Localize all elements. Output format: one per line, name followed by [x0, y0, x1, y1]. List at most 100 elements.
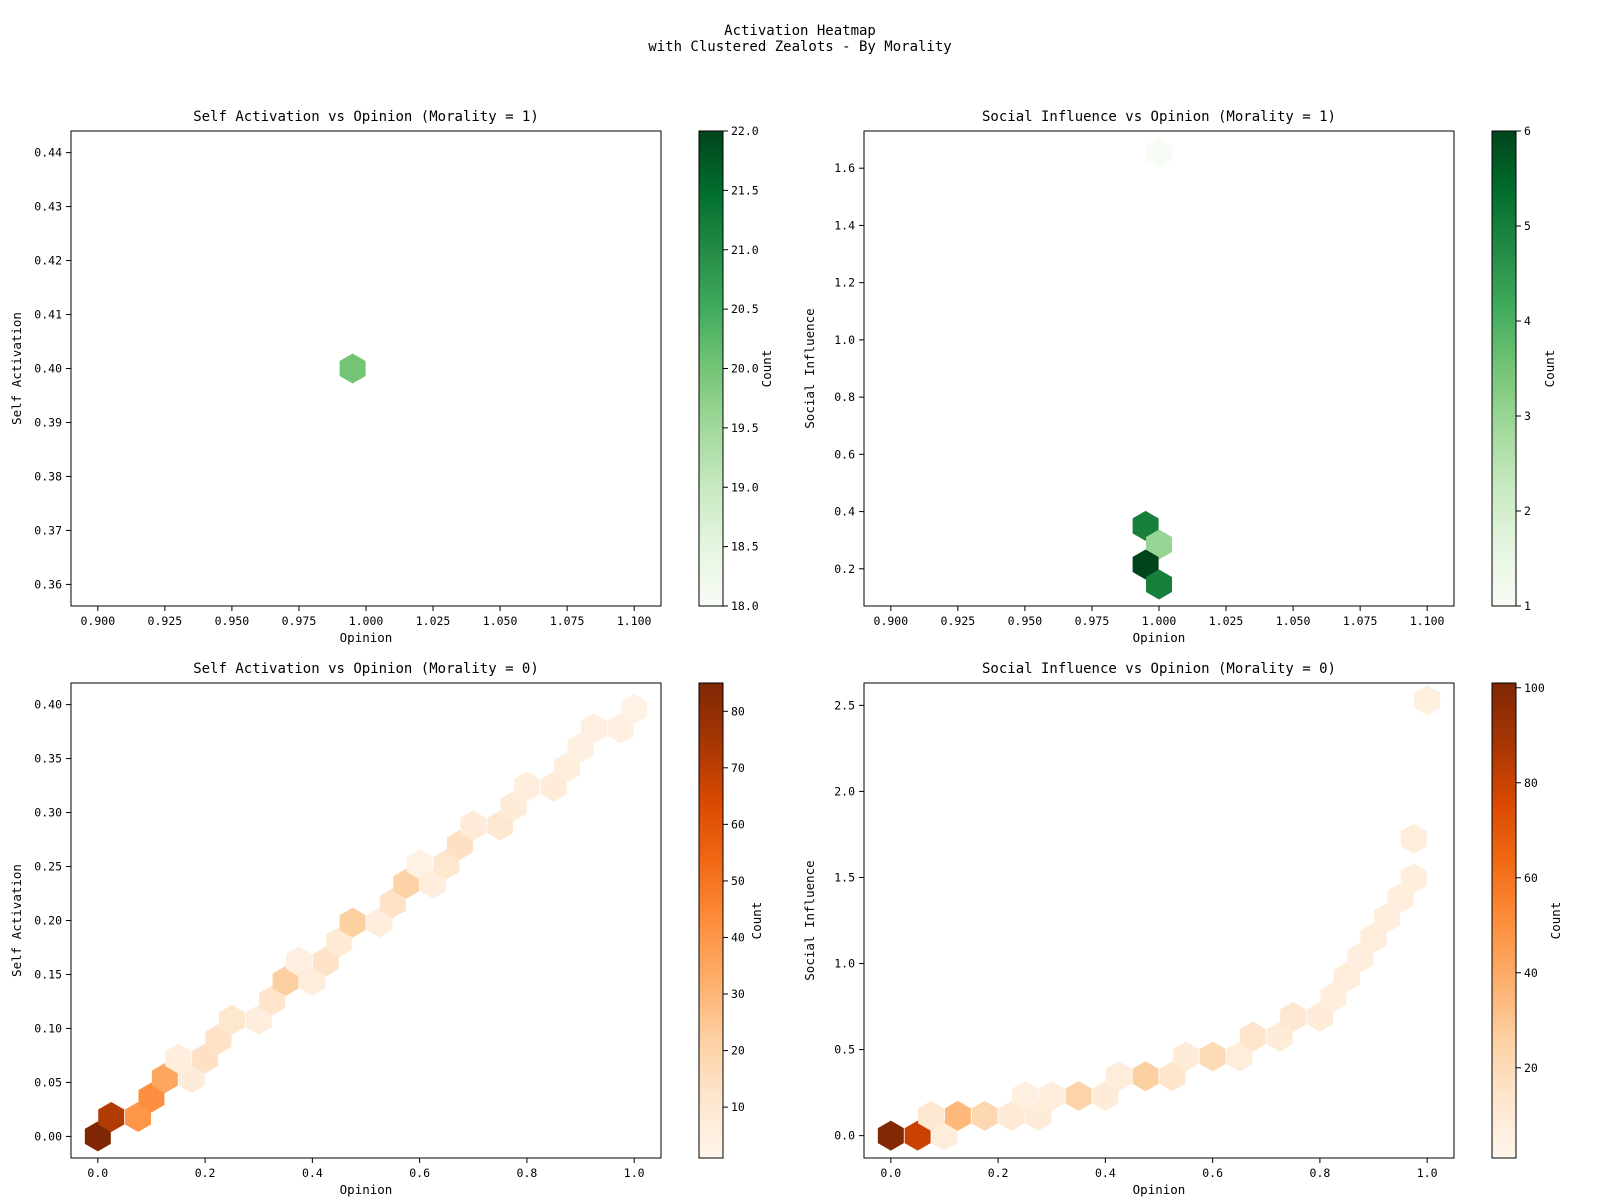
y-tick-label: 0.30	[34, 806, 62, 820]
colorbar-tick-label: 1	[1524, 599, 1531, 613]
x-tick-label: 0.900	[874, 614, 909, 628]
colorbar-tick-label: 10	[731, 1100, 745, 1114]
y-tick-label: 0.42	[34, 254, 62, 268]
colorbar-tick-label: 3	[1524, 409, 1531, 423]
hexbin-cell	[1172, 1041, 1199, 1072]
subplot-3: 0.0 0.2 0.4 0.6 0.8 1.0 0.00 0.05 0.10 0.15 0.20 0.…	[9, 661, 764, 1197]
x-tick-label: 1.075	[550, 614, 585, 628]
hexbin-cell	[1199, 1041, 1226, 1072]
y-tick-label: 2.0	[834, 784, 855, 798]
hexbin-cell	[433, 849, 460, 880]
x-tick-label: 0.8	[517, 1166, 538, 1180]
hexbin-cell	[1146, 529, 1172, 560]
colorbar-tick-label: 80	[731, 704, 745, 718]
y-tick-label: 1.2	[834, 276, 855, 290]
hexbin-cell	[393, 868, 420, 899]
y-tick-label: 0.6	[834, 447, 855, 461]
hexbin-cell	[245, 1004, 272, 1035]
colorbar-tick-label: 20.5	[731, 302, 759, 316]
hexbin-cell	[151, 1063, 178, 1094]
hexbin-cell	[446, 829, 473, 860]
y-tick-label: 0.00	[34, 1129, 62, 1143]
y-tick-label: 0.2	[834, 562, 855, 576]
colorbar-label: Count	[1542, 350, 1557, 388]
x-axis-label: Opinion	[340, 1182, 393, 1197]
subplot-title: Social Influence vs Opinion (Morality = …	[982, 661, 1336, 677]
y-tick-label: 2.5	[834, 698, 855, 712]
y-tick-label: 1.5	[834, 870, 855, 884]
y-tick-label: 0.41	[34, 308, 62, 322]
x-tick-label: 1.0	[624, 1166, 645, 1180]
hexbin-cell	[1025, 1100, 1052, 1131]
y-tick-label: 0.40	[34, 362, 62, 376]
y-axis-label: Social Influence	[802, 308, 817, 428]
x-tick-label: 0.950	[215, 614, 250, 628]
hexbin-cell	[98, 1101, 125, 1132]
x-tick-label: 0.950	[1008, 614, 1043, 628]
x-tick-label: 0.925	[941, 614, 976, 628]
colorbar-tick-label: 40	[731, 930, 745, 944]
hexbin-cell	[339, 907, 366, 938]
y-tick-label: 0.4	[834, 505, 855, 519]
colorbar-tick-label: 60	[1524, 871, 1538, 885]
hexbin-cell	[1400, 863, 1427, 894]
hexbin-cell	[487, 810, 514, 841]
y-tick-label: 0.35	[34, 752, 62, 766]
hexbin-cell	[125, 1101, 152, 1132]
hexbin-cell	[513, 771, 540, 802]
hexbin-cell	[1132, 549, 1159, 580]
hexbin-cell	[1360, 922, 1387, 953]
colorbar	[1491, 130, 1517, 607]
hexbin-cell	[931, 1120, 958, 1151]
hexbin-cell	[1159, 1061, 1186, 1092]
y-tick-label: 0.44	[34, 146, 62, 160]
y-tick-label: 0.37	[34, 523, 62, 537]
x-tick-label: 1.025	[416, 614, 451, 628]
hexbin-cell	[944, 1100, 971, 1131]
colorbar-tick-label: 18.5	[731, 540, 759, 554]
hexbin-cell	[1266, 1021, 1293, 1052]
hexbin-cell	[1333, 962, 1360, 993]
hexbin-cell	[339, 353, 366, 384]
x-tick-label: 1.100	[617, 614, 652, 628]
hexbin-cell	[406, 849, 433, 880]
subplot-title: Self Activation vs Opinion (Morality = 0…	[193, 661, 539, 677]
x-tick-label: 1.050	[1276, 614, 1311, 628]
x-tick-label: 0.6	[409, 1166, 430, 1180]
hexbin-cell	[366, 907, 393, 938]
hexbin-cell	[1065, 1081, 1092, 1112]
y-tick-label: 0.43	[34, 200, 62, 214]
x-tick-label: 0.0	[87, 1166, 108, 1180]
hexbin-cell	[1146, 569, 1172, 600]
hexbin-cell	[165, 1043, 192, 1074]
x-axis-label: Opinion	[1133, 1182, 1186, 1197]
hexbin-cell	[218, 1004, 245, 1035]
hexbin-cell	[379, 888, 406, 919]
y-tick-label: 0.36	[34, 577, 62, 591]
hexbin-cell	[326, 927, 353, 958]
y-axis-label: Social Influence	[802, 860, 817, 980]
hexbin-cell	[299, 965, 326, 996]
colorbar-tick-label: 30	[731, 987, 745, 1001]
y-axis-label: Self Activation	[9, 864, 24, 977]
colorbar-label: Count	[1548, 902, 1563, 940]
x-tick-label: 0.975	[1075, 614, 1110, 628]
y-tick-label: 1.0	[834, 333, 855, 347]
x-tick-label: 0.2	[195, 1166, 216, 1180]
figure-title-line2: with Clustered Zealots - By Morality	[648, 39, 951, 55]
colorbar-tick-label: 5	[1524, 219, 1531, 233]
y-tick-label: 0.10	[34, 1021, 62, 1035]
colorbar-tick-label: 60	[731, 817, 745, 831]
colorbar	[1491, 682, 1517, 1159]
hexbin-cell	[285, 946, 312, 977]
hexbin-cell	[1105, 1061, 1132, 1092]
hexbin-cell	[138, 1082, 165, 1113]
x-tick-label: 0.975	[282, 614, 317, 628]
x-axis-label: Opinion	[1133, 630, 1186, 645]
hexbin-cell	[1306, 1001, 1333, 1032]
hexbin-cell	[554, 752, 581, 783]
x-tick-label: 1.050	[483, 614, 518, 628]
colorbar-tick-label: 50	[731, 874, 745, 888]
colorbar-tick-label: 19.5	[731, 421, 759, 435]
colorbar-label: Count	[759, 350, 774, 388]
